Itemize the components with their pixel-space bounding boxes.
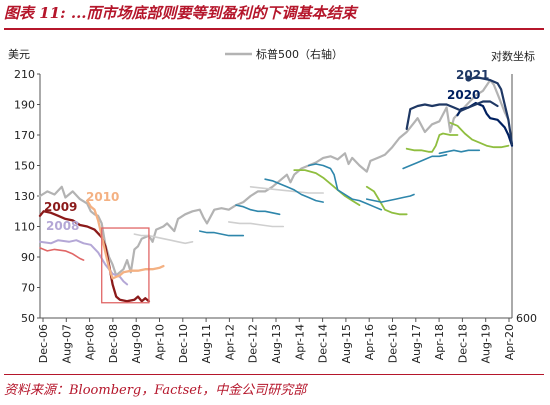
series-t2012 xyxy=(199,230,245,237)
x-tick-label: Apr-10 xyxy=(154,324,167,360)
y-tick-label: 210 xyxy=(14,68,35,81)
series-y2010 xyxy=(86,199,165,280)
y-tick-label: 70 xyxy=(21,282,35,295)
x-tick-label: Dec-16 xyxy=(387,324,400,363)
marker-2021 xyxy=(465,75,472,82)
series-y2011 xyxy=(133,233,194,245)
series-l2019 xyxy=(449,121,510,149)
series-y2009 xyxy=(38,210,151,303)
y-tick-label: 50 xyxy=(21,312,35,325)
series-spx xyxy=(38,79,510,277)
year-annotation: 2010 xyxy=(86,190,119,204)
x-tick-label: Dec-06 xyxy=(37,324,50,363)
x-tick-label: Dec-14 xyxy=(317,324,330,363)
axes: 50 70 90 110 130 150 170 190 210 600 Dec-06 Aug-07 A… xyxy=(14,68,537,363)
x-tick-label: Dec-18 xyxy=(456,324,469,363)
x-tick-label: Apr-12 xyxy=(223,324,236,360)
x-tick-label: Apr-14 xyxy=(293,324,306,360)
source-rule xyxy=(4,374,544,375)
series-t2014 xyxy=(264,178,324,203)
year-annotation: 2020 xyxy=(447,88,480,102)
x-tick-label: Apr-08 xyxy=(84,324,97,360)
series-t2013 xyxy=(235,204,281,216)
year-annotation: 2008 xyxy=(46,219,79,233)
figure-title: 图表 11: ...而市场底部则要等到盈利的下调基本结束 xyxy=(4,4,357,22)
series-t2017 xyxy=(402,154,448,170)
y-tick-label: 130 xyxy=(14,190,35,203)
y-axis-right-label: 对数坐标 xyxy=(491,49,535,63)
series-l2016 xyxy=(365,185,408,216)
series-t2016 xyxy=(366,193,415,203)
series-g2014 xyxy=(249,186,324,194)
series-y2007 xyxy=(39,247,85,261)
y-tick-label: 150 xyxy=(14,160,35,173)
x-tick-label: Aug-11 xyxy=(200,324,213,363)
x-tick-label: Aug-17 xyxy=(410,324,423,363)
x-tick-label: Dec-08 xyxy=(107,324,120,363)
y-tick-label: 190 xyxy=(14,99,35,112)
series-t2018 xyxy=(438,149,481,155)
y-tick-label: 110 xyxy=(14,221,35,234)
title-rule xyxy=(4,28,544,30)
x-tick-label: Apr-18 xyxy=(433,324,446,360)
x-tick-label: Apr-16 xyxy=(363,324,376,360)
line-chart: 美元 对数坐标 标普500（右轴） 50 70 90 110 130 150 170 190 2… xyxy=(8,47,537,363)
x-tick-label: Dec-12 xyxy=(247,324,260,363)
x-tick-label: Aug-07 xyxy=(60,324,73,363)
x-tick-label: Aug-09 xyxy=(130,324,143,363)
y-axis-left-label: 美元 xyxy=(8,48,30,61)
series-group xyxy=(38,75,514,303)
x-tick-label: Dec-10 xyxy=(177,324,190,363)
x-tick-label: Aug-13 xyxy=(270,324,283,363)
series-l2015 xyxy=(293,169,361,206)
year-annotation: 2009 xyxy=(44,200,77,214)
y-tick-label: 170 xyxy=(14,129,35,142)
series-g2013 xyxy=(228,221,285,228)
annotations: 2009 2010 2008 2021 2020 xyxy=(44,68,489,304)
year-annotation: 2021 xyxy=(456,68,489,82)
series-n2021 xyxy=(467,75,514,146)
x-tick-label: Aug-15 xyxy=(340,324,353,363)
series-y2008 xyxy=(39,239,129,286)
series-t2015 xyxy=(307,163,383,211)
series-l2018 xyxy=(405,132,459,153)
x-tick-label: Apr-20 xyxy=(503,324,516,360)
figure-source: 资料来源：Bloomberg，Factset，中金公司研究部 xyxy=(4,383,307,398)
y-tick-label: 90 xyxy=(21,251,35,264)
callout-box xyxy=(101,227,150,304)
x-tick-label: Aug-19 xyxy=(480,324,493,363)
y-right-tick-label: 600 xyxy=(516,312,537,325)
series-n2019 xyxy=(405,100,499,130)
legend-label: 标普500（右轴） xyxy=(256,47,343,61)
